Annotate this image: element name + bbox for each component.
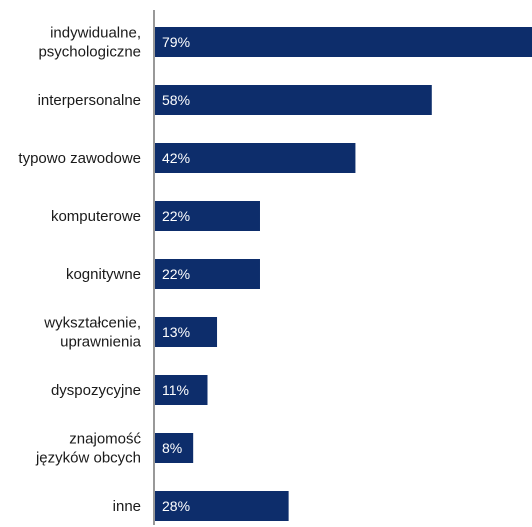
bar — [155, 143, 356, 173]
bar-value-label: 11% — [162, 382, 189, 398]
bar — [155, 259, 260, 289]
category-label: dyspozycyjne — [51, 382, 141, 399]
bars-group: 79% 58% 42% 22% 22% 13% 11% 8% 28% — [155, 27, 532, 521]
category-labels-group: indywidualne, psychologiczne interpersonal… — [18, 25, 141, 516]
bar-value-label: 58% — [162, 92, 190, 108]
bar — [155, 201, 260, 231]
bar — [155, 375, 208, 405]
category-label: komputerowe — [51, 208, 141, 225]
bar-value-label: 79% — [162, 34, 190, 50]
bar — [155, 433, 194, 463]
bar-value-label: 13% — [162, 324, 190, 340]
category-label: indywidualne, psychologiczne — [38, 25, 141, 61]
category-label: wykształcenie, uprawnienia — [43, 315, 141, 351]
bar — [155, 491, 289, 521]
category-label: znajomość języków obcych — [35, 431, 142, 467]
category-label: inne — [113, 498, 141, 515]
bar — [155, 317, 218, 347]
category-label: typowo zawodowe — [18, 150, 141, 167]
bar — [155, 27, 532, 57]
bar-value-label: 22% — [162, 266, 190, 282]
category-label: kognitywne — [66, 266, 141, 283]
category-label: interpersonalne — [38, 92, 141, 109]
bar-value-label: 42% — [162, 150, 190, 166]
bar-value-label: 8% — [162, 440, 182, 456]
bar-value-label: 22% — [162, 208, 190, 224]
bar — [155, 85, 432, 115]
bar-value-label: 28% — [162, 498, 190, 514]
